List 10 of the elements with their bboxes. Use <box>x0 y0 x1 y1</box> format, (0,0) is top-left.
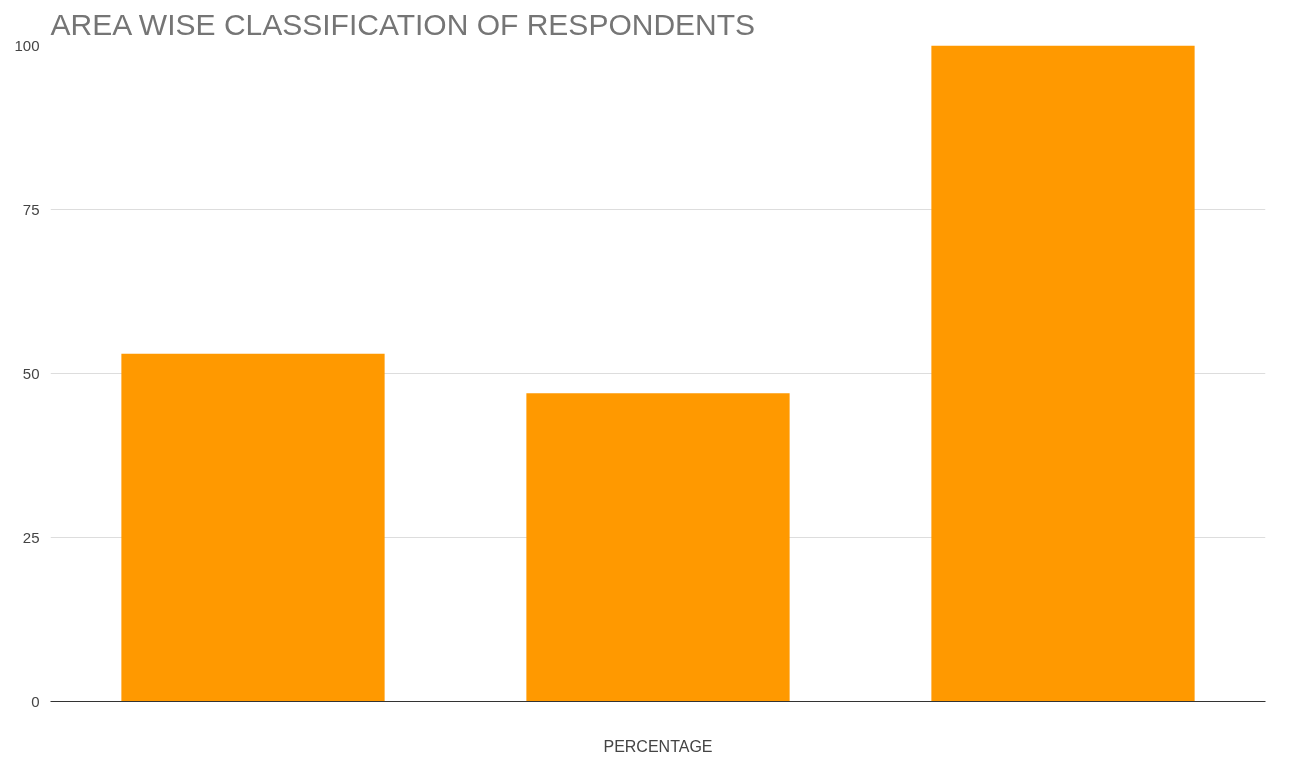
bar <box>931 45 1195 702</box>
chart-title: AREA WISE CLASSIFICATION OF RESPONDENTS <box>50 7 756 41</box>
x-axis-title: PERCENTAGE <box>603 737 713 755</box>
y-tick-label: 0 <box>31 692 40 710</box>
y-tick-label: 25 <box>22 528 40 546</box>
bar <box>526 393 790 702</box>
bar <box>121 353 385 702</box>
y-tick-label: 50 <box>22 364 40 382</box>
y-tick-label: 100 <box>14 36 40 54</box>
y-tick-label: 75 <box>22 200 40 218</box>
